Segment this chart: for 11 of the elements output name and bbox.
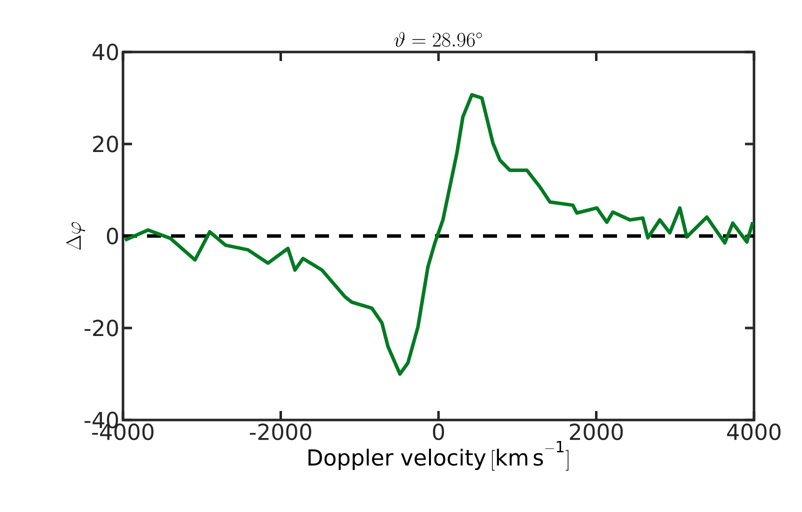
y-tick-label: 20 <box>93 136 118 152</box>
x-tick-label: -2000 <box>250 424 312 440</box>
x-tick-label: 2000 <box>570 424 623 440</box>
y-tick-label: 40 <box>92 44 118 60</box>
x-tick-label: 4000 <box>727 424 781 440</box>
x-tick-label: 0 <box>432 424 444 440</box>
y-tick-label: 0 <box>106 228 118 244</box>
y-tick-label: -20 <box>84 320 118 336</box>
chart-title: $\vartheta = 28.96^{\circ}$ <box>394 32 482 47</box>
y-axis-title: $\Delta\varphi$ <box>66 222 86 250</box>
x-axis-title: $\mathrm{Doppler\ velocity}\,[\mathrm{km\,s^{-1}}]$ <box>308 440 568 471</box>
